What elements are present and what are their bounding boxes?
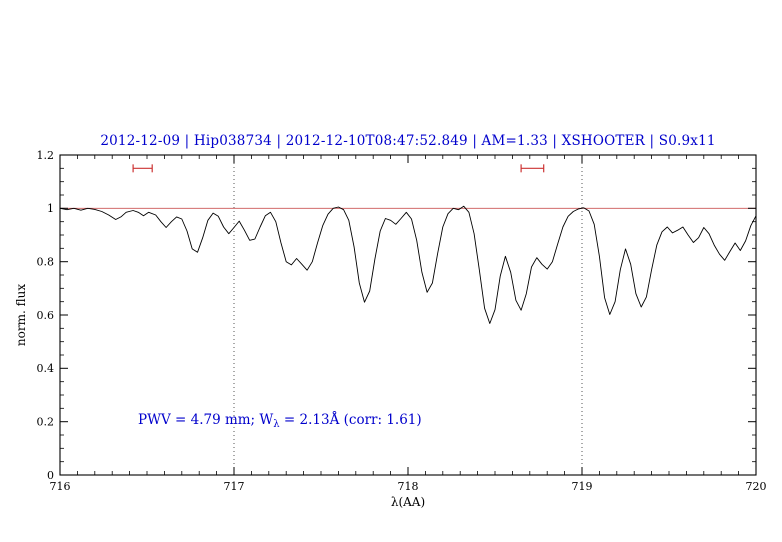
spectrum-line [59,205,757,324]
pwv-annotation-prefix: PWV = 4.79 mm; W [138,412,274,428]
x-tick-label: 717 [224,480,245,493]
y-tick-label: 0.2 [37,415,55,428]
pwv-annotation-lambda-subscript: λ [273,419,280,430]
x-tick-label: 719 [572,480,593,493]
pwv-annotation-suffix: = 2.13Å (corr: 1.61) [279,412,422,428]
plot-title: 2012-12-09 | Hip038734 | 2012-12-10T08:4… [100,133,716,149]
y-axis-label: norm. flux [14,283,28,347]
window-marker [132,164,153,173]
y-tick-label: 1.2 [37,149,55,162]
x-tick-label: 716 [50,480,71,493]
pwv-annotation: PWV = 4.79 mm; Wλ = 2.13Å (corr: 1.61) [138,412,422,430]
y-tick-label: 0.6 [37,309,55,322]
x-axis-label: λ(AA) [390,495,426,509]
y-tick-label: 1 [47,202,54,215]
window-marker [520,164,545,173]
x-tick-label: 720 [746,480,767,493]
y-tick-label: 0.4 [37,362,55,375]
y-tick-label: 0 [47,469,54,482]
x-tick-label: 718 [398,480,419,493]
y-tick-label: 0.8 [37,255,55,268]
